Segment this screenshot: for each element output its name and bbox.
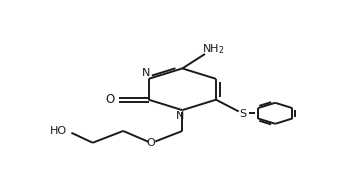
Text: N: N <box>175 111 184 121</box>
Text: N: N <box>142 68 150 78</box>
Text: HO: HO <box>50 126 67 136</box>
Text: NH$_2$: NH$_2$ <box>202 43 225 56</box>
Text: O: O <box>106 93 115 106</box>
Text: S: S <box>239 109 247 119</box>
Text: O: O <box>146 138 155 148</box>
